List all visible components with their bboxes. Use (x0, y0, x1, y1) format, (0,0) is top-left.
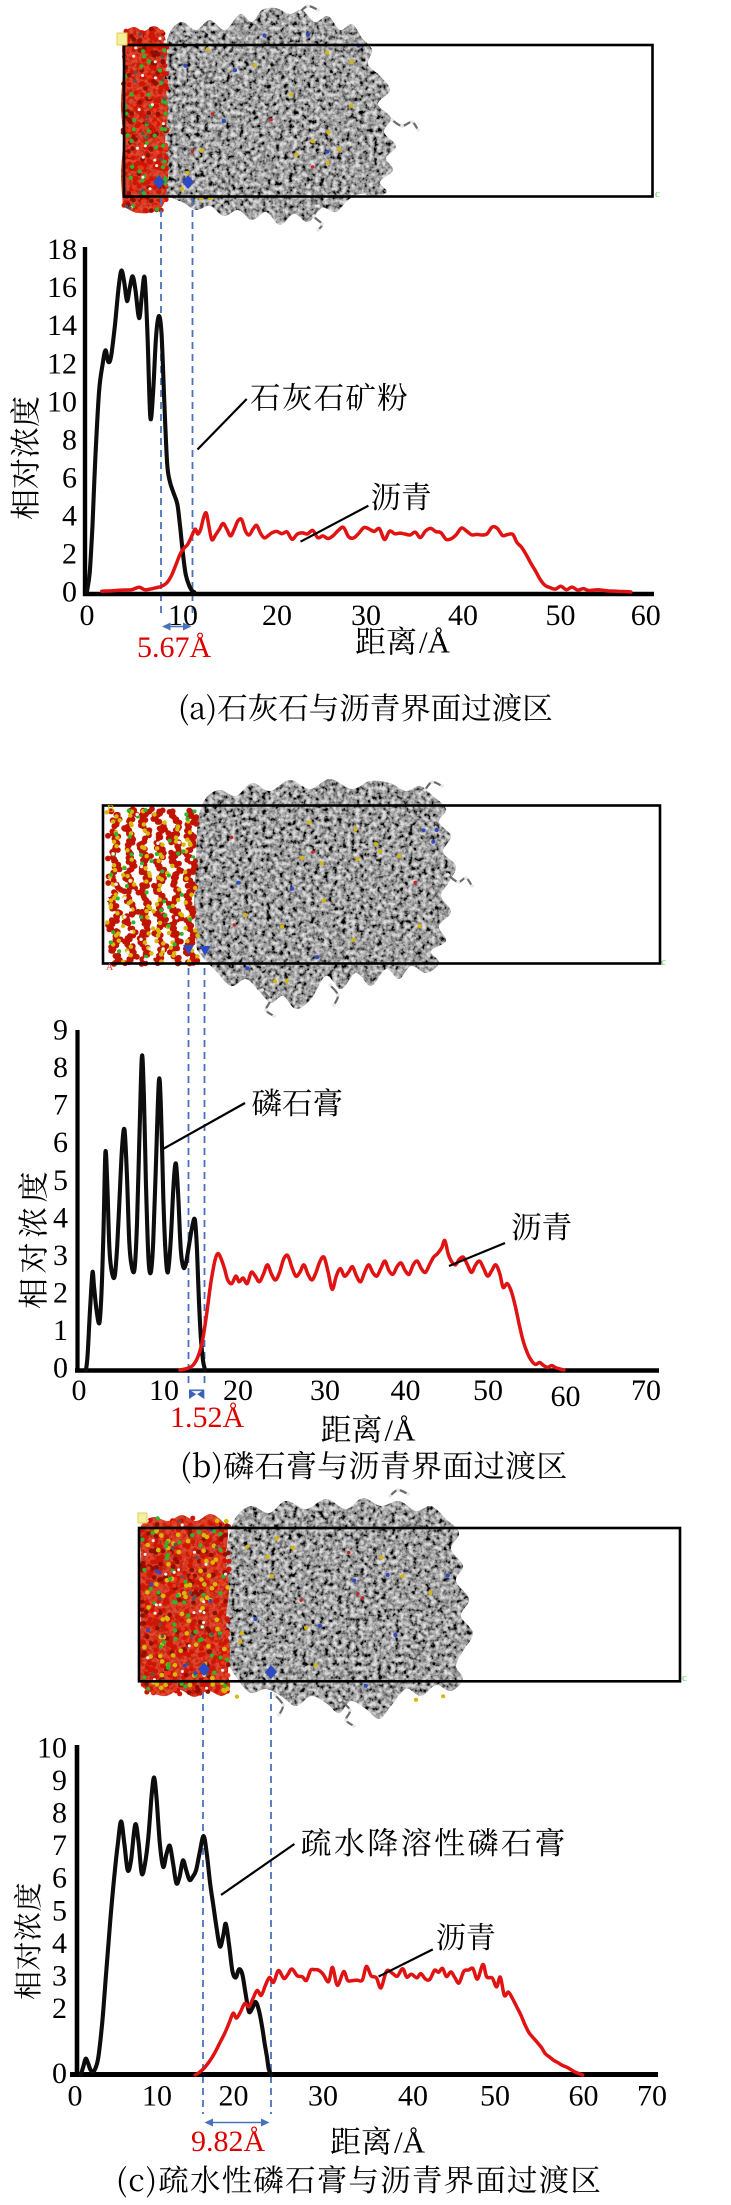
svg-text:16: 16 (47, 271, 77, 304)
svg-text:50: 50 (546, 599, 576, 632)
svg-text:50: 50 (480, 2080, 510, 2113)
svg-text:c: c (655, 188, 660, 200)
svg-text:20: 20 (219, 2080, 249, 2113)
svg-text:0: 0 (80, 599, 95, 632)
svg-text:0: 0 (68, 2080, 83, 2113)
svg-text:70: 70 (631, 1374, 661, 1407)
svg-text:60: 60 (551, 1380, 581, 1413)
svg-text:4: 4 (62, 499, 77, 532)
svg-text:60: 60 (631, 599, 661, 632)
svg-text:1.52Å: 1.52Å (170, 1401, 245, 1434)
svg-text:6: 6 (52, 1862, 67, 1895)
svg-text:2: 2 (52, 1992, 67, 2025)
svg-text:0: 0 (52, 2057, 67, 2090)
svg-text:4: 4 (52, 1927, 67, 1960)
svg-text:14: 14 (47, 309, 77, 342)
svg-text:/Å: /Å (419, 625, 451, 660)
svg-text:7: 7 (52, 1829, 67, 1862)
svg-text:10: 10 (149, 1374, 179, 1407)
svg-text:70: 70 (637, 2080, 667, 2113)
svg-text:/Å: /Å (394, 2125, 426, 2160)
svg-text:8: 8 (52, 1797, 67, 1830)
svg-text:2: 2 (62, 538, 77, 571)
svg-text:A: A (106, 962, 114, 973)
svg-text:c: c (661, 956, 666, 968)
svg-text:3: 3 (53, 1239, 68, 1272)
svg-text:50: 50 (473, 1374, 503, 1407)
svg-text:10: 10 (47, 385, 77, 418)
svg-text:10: 10 (168, 599, 198, 632)
svg-text:0: 0 (72, 1374, 87, 1407)
svg-text:40: 40 (448, 599, 478, 632)
svg-text:30: 30 (351, 599, 381, 632)
svg-text:10: 10 (142, 2080, 172, 2113)
svg-text:20: 20 (262, 599, 292, 632)
svg-text:1: 1 (53, 1314, 68, 1347)
svg-text:3: 3 (52, 1959, 67, 1992)
svg-text:0: 0 (53, 1352, 68, 1385)
svg-text:8: 8 (62, 423, 77, 456)
svg-text:30: 30 (308, 2080, 338, 2113)
svg-text:2: 2 (53, 1276, 68, 1309)
svg-text:6: 6 (62, 461, 77, 494)
svg-text:B: B (107, 803, 114, 815)
svg-text:c: c (682, 1672, 687, 1684)
svg-text:0: 0 (62, 576, 77, 609)
svg-text:12: 12 (47, 347, 77, 380)
svg-text:40: 40 (398, 2080, 428, 2113)
svg-text:9: 9 (52, 1764, 67, 1797)
svg-text:6: 6 (53, 1126, 68, 1159)
svg-text:4: 4 (53, 1201, 68, 1234)
svg-text:5: 5 (53, 1164, 68, 1197)
svg-text:18: 18 (47, 233, 77, 266)
svg-text:5.67Å: 5.67Å (137, 631, 212, 664)
svg-text:10: 10 (37, 1732, 67, 1765)
svg-text:20: 20 (223, 1374, 253, 1407)
svg-text:5: 5 (52, 1894, 67, 1927)
svg-text:9.82Å: 9.82Å (191, 2125, 266, 2158)
svg-text:60: 60 (569, 2080, 599, 2113)
svg-text:40: 40 (391, 1374, 421, 1407)
svg-text:8: 8 (53, 1051, 68, 1084)
svg-text:/Å: /Å (385, 1413, 417, 1448)
svg-text:9: 9 (53, 1014, 68, 1047)
svg-text:7: 7 (53, 1089, 68, 1122)
svg-text:30: 30 (310, 1374, 340, 1407)
